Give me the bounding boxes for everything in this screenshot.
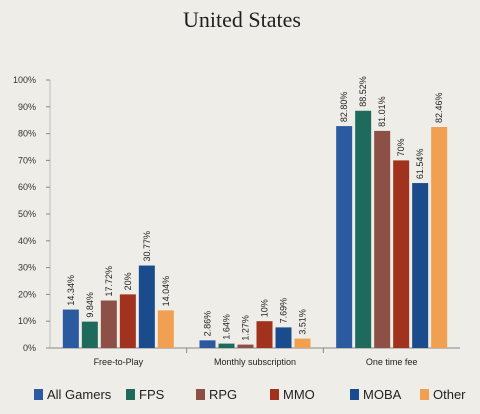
data-label: 1.64% <box>222 314 232 340</box>
bar-all-gamers <box>336 126 353 348</box>
bar-moba <box>275 327 292 348</box>
y-tick-label: 0% <box>23 343 36 353</box>
y-ticks: 0% 10% 20% 30% 40% 50% 60% 70% 80% 90% 100% <box>13 75 50 353</box>
y-tick-label: 80% <box>18 129 36 139</box>
bar-mmo <box>256 321 273 348</box>
bar-fps <box>218 343 235 348</box>
bar-fps <box>81 321 98 348</box>
data-label: 82.46% <box>434 92 444 123</box>
bar-other <box>431 127 448 348</box>
bar-moba <box>138 265 155 348</box>
data-label: 14.34% <box>66 275 76 306</box>
y-tick-label: 70% <box>18 155 36 165</box>
data-label: 2.86% <box>203 311 213 337</box>
y-tick-label: 50% <box>18 209 36 219</box>
data-label: 30.77% <box>142 231 152 262</box>
data-label: 9.84% <box>85 292 95 318</box>
bar-mmo <box>393 160 410 348</box>
data-label: 17.72% <box>104 266 114 297</box>
bar-other <box>157 310 174 348</box>
legend-label: FPS <box>139 387 165 402</box>
category-label: Free-to-Play <box>94 357 144 367</box>
y-tick-label: 90% <box>18 102 36 112</box>
legend-label: RPG <box>209 387 237 402</box>
data-label: 7.69% <box>279 298 289 324</box>
legend-swatch <box>270 389 279 400</box>
bar-moba <box>412 183 429 348</box>
legend-label: All Gamers <box>47 387 112 402</box>
chart-title: United States <box>183 7 301 32</box>
bar-rpg <box>374 130 391 348</box>
y-tick-label: 40% <box>18 236 36 246</box>
data-label: 88.52% <box>358 76 368 107</box>
bar-fps <box>355 110 372 348</box>
data-label: 10% <box>260 299 270 317</box>
data-labels: 14.34% 9.84% 17.72% 20% 30.77% 14.04% 2.86% 1.6… <box>66 76 444 340</box>
legend-swatch <box>196 389 205 400</box>
data-label: 3.51% <box>298 309 308 335</box>
data-label: 82.80% <box>339 92 349 123</box>
legend: All Gamers FPS RPG MMO MOBA Other <box>34 387 466 402</box>
y-tick-label: 60% <box>18 182 36 192</box>
data-label: 61.54% <box>415 149 425 180</box>
category-labels: Free-to-Play Monthly subscription One time… <box>94 348 418 367</box>
legend-swatch <box>126 389 135 400</box>
category-label: One time fee <box>366 357 418 367</box>
legend-label: MOBA <box>363 387 402 402</box>
data-label: 20% <box>123 272 133 290</box>
bar-mmo <box>119 294 136 348</box>
y-tick-label: 100% <box>13 75 36 85</box>
legend-label: MMO <box>283 387 315 402</box>
data-label: 1.27% <box>241 315 251 341</box>
data-label: 81.01% <box>377 96 387 127</box>
legend-swatch <box>34 389 43 400</box>
legend-swatch <box>350 389 359 400</box>
legend-label: Other <box>433 387 466 402</box>
data-label: 70% <box>396 138 406 156</box>
y-tick-label: 30% <box>18 263 36 273</box>
y-tick-label: 20% <box>18 289 36 299</box>
bar-all-gamers <box>199 340 216 348</box>
category-label: Monthly subscription <box>214 357 296 367</box>
bar-rpg <box>100 300 117 348</box>
y-tick-label: 10% <box>18 316 36 326</box>
legend-swatch <box>420 389 429 400</box>
bar-all-gamers <box>62 309 79 348</box>
data-label: 14.04% <box>161 276 171 307</box>
bar-rpg <box>237 344 254 348</box>
bar-other <box>294 338 311 348</box>
bars <box>62 110 448 348</box>
